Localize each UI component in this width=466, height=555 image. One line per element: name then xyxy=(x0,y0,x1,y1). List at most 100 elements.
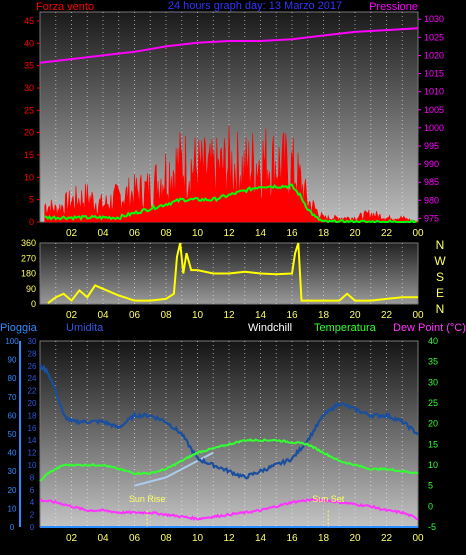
temp-x-tick-label: 00 xyxy=(412,533,424,544)
pressure-y-tick-label: 1000 xyxy=(424,123,444,133)
chart-title: 24 hours graph day: 13 Marzo 2017 xyxy=(168,0,342,12)
humidity-y-tick-label: 18 xyxy=(28,411,37,420)
wind-y-tick-label: 25 xyxy=(24,105,34,115)
compass-label: E xyxy=(436,286,444,300)
rain-y-tick-label: 100 xyxy=(5,337,19,346)
direction-y-tick-label: 270 xyxy=(21,253,36,263)
rain-y-tick-label: 70 xyxy=(8,393,17,402)
humidity-y-tick-label: 0 xyxy=(30,523,35,532)
temp-y-tick-label: -5 xyxy=(428,522,436,532)
direction-x-tick-label: 00 xyxy=(412,310,424,321)
wind-axis-title: Forza vento xyxy=(36,1,94,13)
wind-y-tick-label: 10 xyxy=(24,172,34,182)
pressure-y-tick-label: 1030 xyxy=(424,14,444,24)
wind-y-tick-label: 20 xyxy=(24,128,34,138)
humidity-y-tick-label: 26 xyxy=(28,362,37,371)
temp-y-tick-label: 40 xyxy=(428,336,438,346)
legend-label: Umidita xyxy=(66,322,104,334)
humidity-series xyxy=(38,364,419,480)
temp-x-tick-label: 12 xyxy=(223,533,235,544)
rain-y-tick-label: 80 xyxy=(8,374,17,383)
humidity-y-tick-label: 22 xyxy=(28,387,37,396)
temp-y-tick-label: 15 xyxy=(428,439,438,449)
wind-y-tick-label: 15 xyxy=(24,150,34,160)
temp-x-tick-label: 02 xyxy=(66,533,78,544)
wind-y-tick-label: 40 xyxy=(24,38,34,48)
humidity-y-tick-label: 16 xyxy=(28,424,37,433)
humidity-y-tick-label: 4 xyxy=(30,498,35,507)
pressure-y-tick-label: 1005 xyxy=(424,105,444,115)
direction-x-tick-label: 06 xyxy=(129,310,141,321)
direction-x-tick-label: 22 xyxy=(381,310,393,321)
wind-x-tick-label: 18 xyxy=(318,228,330,239)
humidity-y-tick-label: 8 xyxy=(30,473,35,482)
temp-y-tick-label: 25 xyxy=(428,398,438,408)
humidity-y-tick-label: 30 xyxy=(28,337,37,346)
humidity-y-tick-label: 24 xyxy=(28,374,37,383)
humidity-y-tick-label: 28 xyxy=(28,349,37,358)
pressure-y-tick-label: 980 xyxy=(424,195,439,205)
pressure-y-tick-label: 1020 xyxy=(424,50,444,60)
direction-x-tick-label: 08 xyxy=(160,310,172,321)
pressure-y-tick-label: 1015 xyxy=(424,69,444,79)
direction-x-tick-label: 02 xyxy=(66,310,78,321)
dewpoint-series xyxy=(39,498,419,521)
legend-label: Windchill xyxy=(248,322,292,334)
wind-y-tick-label: 5 xyxy=(29,195,34,205)
legend-label: Pioggia xyxy=(0,322,38,334)
pressure-y-tick-label: 1025 xyxy=(424,32,444,42)
direction-x-tick-label: 12 xyxy=(223,310,235,321)
pressure-series xyxy=(39,27,419,64)
wind-avg-series xyxy=(44,183,417,224)
direction-series xyxy=(47,242,418,304)
temp-y-tick-label: 35 xyxy=(428,357,438,367)
rain-y-tick-label: 40 xyxy=(8,449,17,458)
direction-y-tick-label: 0 xyxy=(31,299,36,309)
wind-x-tick-label: 04 xyxy=(97,228,109,239)
legend-label: Temperatura xyxy=(314,322,377,334)
rain-y-tick-label: 10 xyxy=(8,504,17,513)
wind-x-tick-label: 20 xyxy=(349,228,361,239)
wind-y-tick-label: 35 xyxy=(24,61,34,71)
temp-x-tick-label: 10 xyxy=(192,533,204,544)
pressure-y-tick-label: 975 xyxy=(424,213,439,223)
compass-label: N xyxy=(436,302,445,316)
compass-label: S xyxy=(436,270,444,284)
temp-y-tick-label: 10 xyxy=(428,460,438,470)
rain-y-tick-label: 30 xyxy=(8,467,17,476)
pressure-y-tick-label: 985 xyxy=(424,177,439,187)
humidity-y-tick-label: 2 xyxy=(30,511,35,520)
temp-x-tick-label: 08 xyxy=(160,533,172,544)
wind-y-tick-label: 0 xyxy=(29,217,34,227)
pressure-y-tick-label: 995 xyxy=(424,141,439,151)
pressure-y-tick-label: 1010 xyxy=(424,87,444,97)
wind-x-tick-label: 08 xyxy=(160,228,172,239)
rain-y-tick-label: 20 xyxy=(8,486,17,495)
rain-y-tick-label: 0 xyxy=(10,523,15,532)
temp-x-tick-label: 18 xyxy=(318,533,330,544)
direction-x-tick-label: 20 xyxy=(349,310,361,321)
temp-x-tick-label: 14 xyxy=(255,533,267,544)
wind-x-tick-label: 22 xyxy=(381,228,393,239)
temp-x-tick-label: 16 xyxy=(286,533,298,544)
wind-y-tick-label: 30 xyxy=(24,83,34,93)
wind-x-tick-label: 02 xyxy=(66,228,78,239)
temperature-series xyxy=(39,438,418,482)
direction-x-tick-label: 10 xyxy=(192,310,204,321)
humidity-y-tick-label: 20 xyxy=(28,399,37,408)
temp-y-tick-label: 5 xyxy=(428,481,433,491)
compass-label: N xyxy=(436,238,445,252)
temp-x-tick-label: 22 xyxy=(381,533,393,544)
direction-y-tick-label: 360 xyxy=(21,238,36,248)
pressure-axis-title: Pressione xyxy=(369,1,418,13)
direction-y-tick-label: 180 xyxy=(21,269,36,279)
wind-x-tick-label: 10 xyxy=(192,228,204,239)
rain-y-tick-label: 50 xyxy=(8,430,17,439)
rain-y-tick-label: 60 xyxy=(8,411,17,420)
humidity-y-tick-label: 10 xyxy=(28,461,37,470)
temp-y-tick-label: 30 xyxy=(428,377,438,387)
legend-label: Dew Point (°C) xyxy=(393,322,466,334)
rain-y-tick-label: 90 xyxy=(8,356,17,365)
